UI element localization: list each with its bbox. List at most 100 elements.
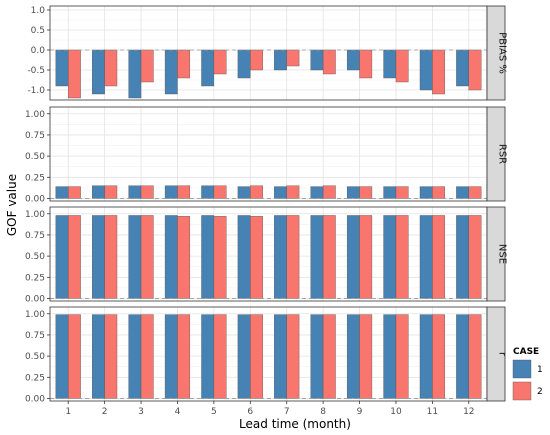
facet-panel-2: 0.00 0.25 0.50 0.75 1.00 RSR	[25, 106, 508, 204]
bar-case-1-month-2	[92, 215, 105, 299]
bar-case-2-month-4	[177, 185, 191, 199]
bar-case-2-month-6	[250, 49, 263, 71]
bar-case-2-month-3	[140, 314, 154, 399]
y-tick-label: 0.50	[25, 352, 45, 362]
x-tick-label: 8	[320, 407, 326, 417]
bar-case-1-month-10	[383, 49, 397, 79]
bar-case-2-month-8	[322, 185, 336, 199]
bar-case-1-month-2	[92, 314, 105, 399]
bar-case-2-month-7	[286, 185, 300, 199]
bar-case-2-month-9	[359, 314, 373, 399]
bar-case-1-month-11	[419, 49, 433, 91]
panel-background	[50, 207, 487, 301]
y-tick-label: 0.25	[25, 173, 45, 183]
bar-case-2-month-1	[68, 186, 81, 199]
legend: CASE 1 2	[512, 347, 543, 401]
bar-case-2-month-6	[250, 185, 263, 199]
legend-title: CASE	[513, 347, 539, 357]
bar-case-2-month-8	[322, 314, 336, 399]
bar-case-1-month-2	[92, 49, 105, 95]
bar-case-2-month-12	[468, 314, 482, 399]
bar-case-1-month-3	[128, 215, 142, 299]
y-tick-label: 1.0	[31, 6, 46, 16]
bar-case-1-month-6	[237, 314, 251, 399]
facet-panels: -1.0 -0.5 0.0 0.5 1.0 PBIAS % 0.00 0.25 0.50 0.75…	[25, 5, 508, 404]
bar-case-2-month-11	[432, 314, 445, 399]
facet-strip-label: PBIAS %	[497, 32, 508, 74]
facet-strip	[486, 5, 506, 101]
y-tick-label: 0.75	[25, 131, 45, 141]
bar-case-1-month-4	[164, 49, 178, 95]
bar-case-1-month-5	[201, 185, 215, 199]
facet-strip-label: r	[497, 352, 508, 357]
bar-case-2-month-10	[395, 186, 409, 199]
bar-case-2-month-9	[359, 215, 373, 299]
bar-case-1-month-8	[310, 314, 324, 399]
bar-case-1-month-1	[55, 314, 69, 399]
bar-case-1-month-10	[383, 186, 397, 199]
y-tick-label: 0.50	[25, 152, 45, 162]
y-tick-label: 0.75	[25, 231, 45, 241]
bar-case-1-month-7	[274, 314, 287, 399]
x-axis: 1 2 3 4 5 6 7 8 9 10 11 12	[65, 401, 475, 417]
facet-strip-label: NSE	[497, 244, 508, 264]
bar-case-2-month-5	[213, 185, 227, 199]
bar-case-2-month-1	[68, 314, 81, 399]
x-tick-label: 2	[102, 407, 108, 417]
bar-case-2-month-11	[432, 186, 445, 199]
y-tick-label: 1.00	[25, 110, 45, 120]
bar-case-2-month-9	[359, 186, 373, 199]
facet-panel-4: 0.00 0.25 0.50 0.75 1.00 r	[25, 306, 508, 404]
y-tick-label: -0.5	[27, 66, 45, 76]
bar-case-2-month-4	[177, 314, 191, 399]
bar-case-2-month-10	[395, 215, 409, 299]
bar-case-1-month-1	[55, 49, 69, 87]
x-tick-label: 11	[427, 407, 438, 417]
bar-case-1-month-3	[128, 314, 142, 399]
bar-case-1-month-8	[310, 186, 324, 199]
bar-case-1-month-3	[128, 185, 142, 199]
bar-case-2-month-11	[432, 49, 445, 95]
bar-case-1-month-10	[383, 215, 397, 299]
bar-case-1-month-12	[456, 186, 469, 199]
bar-case-2-month-10	[395, 49, 409, 83]
bar-case-2-month-7	[286, 49, 300, 67]
bar-case-1-month-1	[55, 215, 69, 299]
facet-strip	[486, 106, 506, 202]
bar-case-1-month-2	[92, 185, 105, 199]
bar-case-2-month-7	[286, 215, 300, 299]
bar-case-1-month-3	[128, 49, 142, 99]
bar-case-1-month-12	[456, 314, 469, 399]
y-tick-label: 0.00	[25, 194, 45, 204]
bar-case-2-month-12	[468, 215, 482, 299]
y-tick-label: 0.00	[25, 294, 45, 304]
bar-case-2-month-4	[177, 216, 191, 299]
bar-case-1-month-1	[55, 186, 69, 199]
bar-case-2-month-11	[432, 215, 445, 299]
facet-strip	[486, 306, 506, 402]
legend-key-case-1	[512, 359, 532, 379]
x-tick-label: 4	[175, 407, 181, 417]
bar-case-1-month-8	[310, 49, 324, 71]
facet-strip	[486, 206, 506, 302]
x-tick-label: 9	[357, 407, 363, 417]
bar-case-1-month-11	[419, 314, 433, 399]
y-tick-label: 0.50	[25, 252, 45, 262]
y-tick-label: 0.00	[25, 394, 45, 404]
panel-background	[50, 6, 487, 100]
panel-background	[50, 107, 487, 201]
facet-strip-label: RSR	[497, 144, 508, 164]
x-tick-label: 10	[390, 407, 402, 417]
bar-case-2-month-6	[250, 314, 263, 399]
facet-panel-3: 0.00 0.25 0.50 0.75 1.00 NSE	[25, 206, 508, 304]
bar-case-2-month-3	[140, 185, 154, 199]
y-tick-label: 0.75	[25, 331, 45, 341]
bar-case-2-month-2	[104, 49, 118, 87]
bar-case-2-month-5	[213, 49, 227, 75]
bar-case-1-month-5	[201, 314, 215, 399]
y-tick-label: 0.5	[31, 26, 45, 36]
y-tick-label: 0.25	[25, 373, 45, 383]
legend-label-case-2: 2	[537, 387, 543, 397]
bar-case-1-month-4	[164, 215, 178, 299]
